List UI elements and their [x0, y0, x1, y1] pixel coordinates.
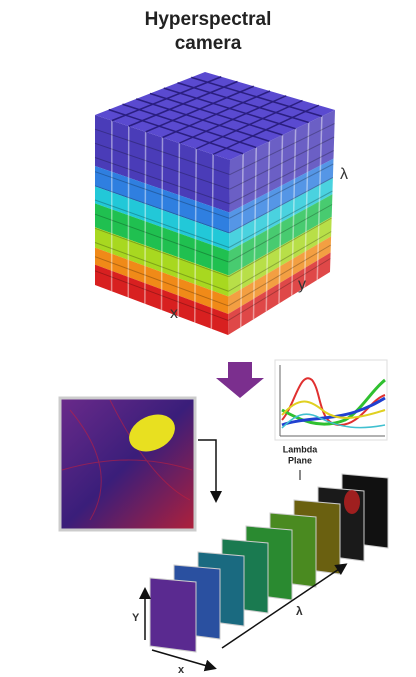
cube-lambda-label: λ — [340, 166, 348, 183]
title-line: Hyperspectral — [145, 9, 272, 30]
down-arrow — [216, 362, 264, 398]
sample-image — [60, 398, 195, 530]
diagram: Hyperspectral camera λ y x Lambda Plane … — [0, 0, 416, 677]
lambda-plane — [150, 578, 196, 652]
cube-y-label: y — [298, 276, 306, 293]
cube-x-label: x — [170, 305, 178, 322]
connector-arrow — [198, 440, 216, 500]
stack-y-label: Y — [132, 612, 140, 624]
plane-label: Lambda — [283, 444, 319, 454]
stack-x-label: x — [178, 664, 185, 676]
plane-highlight — [344, 490, 360, 514]
data-cube — [95, 72, 335, 335]
stack-lambda-label: λ — [296, 604, 303, 618]
plane-label: Plane — [288, 455, 312, 465]
title-line: camera — [175, 33, 242, 54]
spectra-plot — [275, 360, 387, 440]
